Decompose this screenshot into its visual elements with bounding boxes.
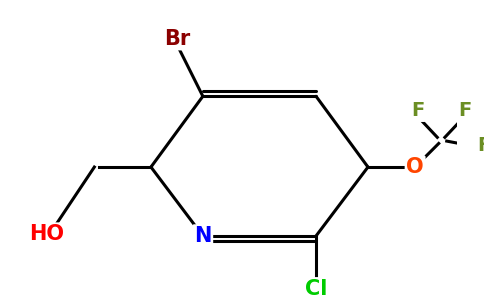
Text: F: F — [477, 136, 484, 155]
Text: Br: Br — [164, 29, 190, 49]
Text: Cl: Cl — [305, 279, 327, 299]
Text: HO: HO — [29, 224, 64, 244]
Text: F: F — [411, 101, 424, 120]
Text: O: O — [406, 157, 424, 177]
Text: F: F — [458, 101, 471, 120]
Text: N: N — [194, 226, 212, 246]
